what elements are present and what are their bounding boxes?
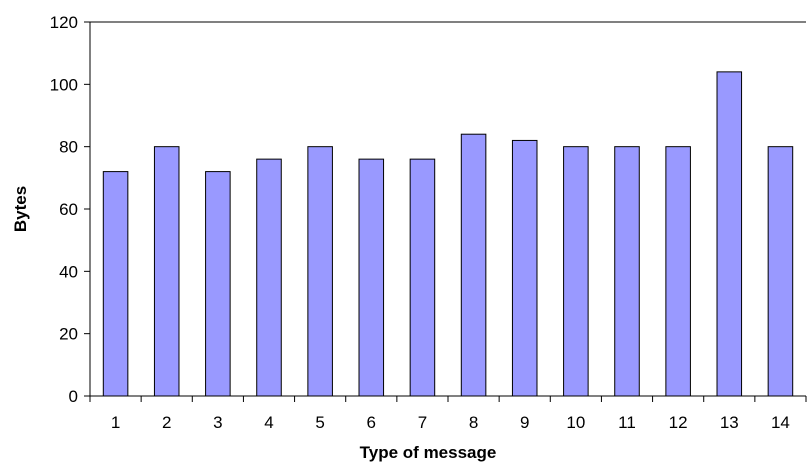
x-axis-title: Type of message [360, 443, 497, 462]
x-tick-label: 4 [264, 413, 273, 432]
y-tick-label: 0 [69, 387, 78, 406]
x-tick-label: 9 [520, 413, 529, 432]
bar-6 [358, 158, 385, 397]
y-tick-label: 60 [59, 200, 78, 219]
x-tick-label: 5 [315, 413, 324, 432]
y-axis-ticks: 0 20 40 60 80 100 120 [50, 13, 90, 406]
y-tick-label: 20 [59, 325, 78, 344]
y-axis-title: Bytes [11, 186, 30, 232]
x-tick-label: 8 [469, 413, 478, 432]
bar-4 [256, 158, 282, 397]
x-tick-label: 1 [111, 413, 120, 432]
x-tick-label: 2 [162, 413, 171, 432]
x-tick-label: 3 [213, 413, 222, 432]
x-tick-label: 10 [566, 413, 585, 432]
x-tick-label: 7 [418, 413, 427, 432]
x-tick-label: 12 [669, 413, 688, 432]
bars-group [102, 71, 794, 397]
x-tick-label: 13 [720, 413, 739, 432]
bar-5 [307, 146, 333, 397]
bar-14 [767, 146, 794, 397]
y-tick-label: 120 [50, 13, 78, 32]
bar-3 [205, 171, 231, 397]
x-tick-label: 6 [367, 413, 376, 432]
x-tick-label: 11 [618, 413, 636, 432]
y-tick-label: 100 [50, 75, 78, 94]
y-tick-label: 40 [59, 262, 78, 281]
bar-2 [153, 146, 180, 397]
bar-11 [614, 146, 640, 397]
x-tick-label: 14 [771, 413, 790, 432]
bar-8 [460, 133, 487, 397]
bar-9 [511, 139, 538, 397]
bar-10 [563, 146, 589, 397]
bar-13 [716, 71, 743, 397]
bar-12 [665, 146, 691, 397]
bar-7 [409, 158, 436, 397]
bar-1 [102, 171, 129, 397]
x-axis-ticks: 1 2 3 4 5 6 7 8 9 10 11 12 13 14 [89, 396, 807, 432]
y-tick-label: 80 [59, 138, 78, 157]
